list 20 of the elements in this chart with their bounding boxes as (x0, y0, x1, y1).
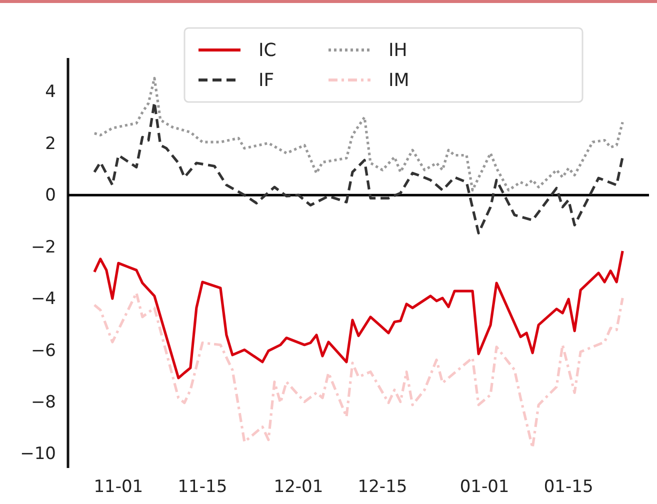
legend-label: IH (388, 40, 408, 61)
line-series (93, 292, 624, 450)
x-tick-label: 11-01 (94, 477, 144, 498)
legend-label: IM (388, 70, 410, 91)
legend-label: IC (258, 40, 276, 61)
x-tick-label: 01-01 (460, 477, 510, 498)
x-tick-label: 12-01 (274, 477, 324, 498)
y-tick-label: 0 (45, 186, 56, 206)
y-tick-label: −10 (20, 444, 56, 464)
line-series (93, 250, 624, 380)
x-tick-label: 01-15 (544, 477, 594, 498)
x-tick-label: 11-15 (178, 477, 228, 498)
y-tick-label: −6 (30, 340, 56, 361)
y-tick-label: −8 (30, 392, 56, 412)
y-tick-label: −2 (30, 237, 56, 258)
y-tick-label: 2 (45, 134, 56, 154)
y-tick-label: −4 (30, 289, 56, 310)
x-tick-label: 12-15 (358, 477, 408, 498)
legend-label: IF (258, 70, 274, 91)
y-tick-label: 4 (45, 82, 56, 102)
